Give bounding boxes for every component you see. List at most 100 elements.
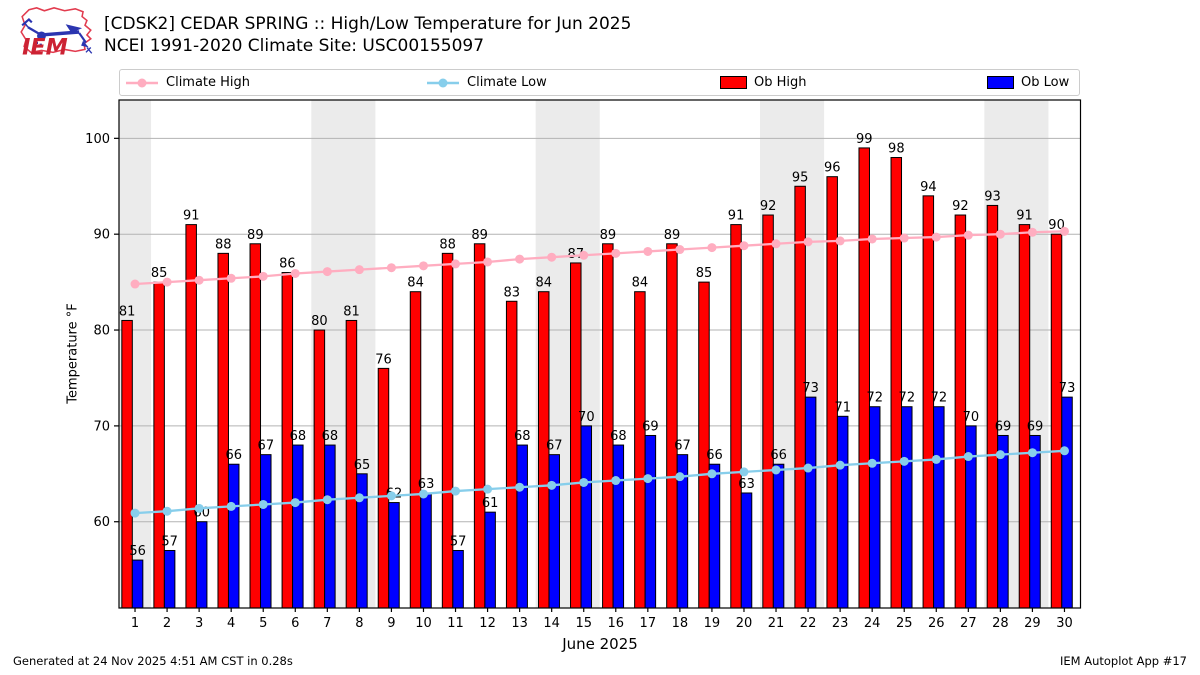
bar-ob-high-day-20	[730, 224, 742, 609]
ob-low-label-day-21: 66	[770, 448, 787, 463]
climate-high-marker-day-12	[483, 257, 493, 267]
bar-ob-high-day-13	[505, 300, 518, 609]
y-tick-label-60: 60	[93, 515, 110, 530]
climate-low-marker-day-4	[226, 501, 236, 511]
bar-ob-low-day-3	[195, 521, 208, 609]
bars	[121, 147, 1073, 609]
ob-high-swatch-icon	[720, 76, 747, 89]
bar-ob-low-day-1	[131, 559, 144, 609]
climate-low-marker-day-7	[322, 495, 332, 505]
app-credit: IEM Autoplot App #17	[1059, 654, 1187, 668]
ob-high-label-day-1: 81	[119, 304, 136, 319]
bar-ob-high-day-29	[1018, 224, 1031, 609]
ob-low-swatch-icon	[987, 76, 1014, 89]
legend-item-climate-low: Climate Low	[426, 70, 547, 95]
climate-high-marker-day-9	[386, 263, 396, 273]
chart-title-block: [CDSK2] CEDAR SPRING :: High/Low Tempera…	[104, 14, 631, 57]
bar-ob-low-day-4	[227, 463, 240, 609]
climate-low-marker-day-9	[386, 491, 396, 501]
y-tick-label-80: 80	[93, 324, 110, 339]
ob-low-label-day-27: 70	[963, 410, 980, 425]
x-tick-label-24: 24	[864, 616, 881, 631]
climate-low-line-marker-icon	[427, 78, 459, 87]
bar-ob-high-day-16	[602, 243, 614, 609]
weather-vane-icon	[21, 18, 93, 54]
ob-high-label-day-22: 95	[792, 170, 809, 185]
ob-high-label-day-25: 98	[888, 142, 905, 157]
ob-low-label-day-6: 68	[290, 429, 307, 444]
bar-ob-low-day-5	[260, 454, 272, 609]
bar-ob-low-day-20	[740, 492, 753, 609]
ob-low-label-day-2: 57	[161, 534, 178, 549]
x-tick-label-19: 19	[704, 616, 721, 631]
ob-low-label-day-11: 57	[450, 534, 467, 549]
ob-low-label-day-19: 66	[706, 448, 723, 463]
ob-low-label-day-8: 65	[354, 458, 371, 473]
x-tick-label-29: 29	[1024, 616, 1041, 631]
y-tick-label-100: 100	[85, 132, 110, 147]
bar-ob-high-day-10	[409, 291, 422, 609]
x-tick-label-25: 25	[896, 616, 913, 631]
climate-low-marker-day-28	[995, 450, 1005, 460]
bar-ob-high-day-17	[634, 291, 646, 609]
bar-ob-low-day-19	[708, 463, 721, 609]
bar-ob-high-day-3	[185, 224, 197, 609]
ob-high-label-day-9: 76	[375, 352, 392, 367]
climate-high-marker-day-29	[1027, 227, 1037, 237]
bar-ob-low-day-24	[868, 406, 881, 609]
bar-ob-high-day-2	[153, 281, 165, 609]
x-tick-label-13: 13	[511, 616, 528, 631]
climate-low-marker-day-14	[547, 480, 557, 490]
iem-logo: IEM	[20, 7, 93, 60]
ob-high-label-day-3: 91	[183, 209, 200, 224]
bar-ob-high-day-21	[762, 214, 774, 609]
climate-high-marker-day-10	[418, 261, 428, 271]
bar-ob-high-day-5	[249, 243, 262, 609]
bar-ob-high-day-22	[794, 185, 806, 609]
chart-title: [CDSK2] CEDAR SPRING :: High/Low Tempera…	[104, 14, 632, 34]
climate-low-marker-day-27	[963, 452, 973, 462]
climate-low-marker-day-3	[194, 503, 204, 513]
bar-ob-high-day-24	[858, 147, 870, 609]
bar-ob-low-day-30	[1061, 396, 1073, 609]
climate-high-marker-day-8	[354, 265, 364, 275]
x-axis-ticks: 1 2 3 4 5 6 7 8 9 10 11 12 13 14 15 16 17 18 19 20 21 22 23 24 2…	[131, 608, 1073, 631]
bar-ob-low-day-29	[1029, 434, 1041, 609]
ob-low-label-day-5: 67	[258, 439, 275, 454]
climate-low-marker-day-11	[451, 486, 461, 496]
climate-low-marker-day-23	[835, 460, 845, 470]
bar-ob-low-day-22	[804, 396, 817, 609]
climate-high-marker-day-20	[739, 241, 749, 251]
ob-low-label-day-1: 56	[129, 544, 146, 559]
bar-ob-low-day-12	[484, 511, 496, 609]
climate-high-marker-day-19	[707, 243, 717, 253]
x-tick-label-26: 26	[928, 616, 945, 631]
gridlines	[119, 137, 1081, 523]
y-tick-label-90: 90	[93, 228, 110, 243]
climate-high-marker-day-26	[931, 232, 941, 242]
ob-high-label-day-2: 85	[151, 266, 168, 281]
climate-low-marker-day-21	[771, 465, 781, 475]
chart-subtitle: NCEI 1991-2020 Climate Site: USC00155097	[104, 35, 485, 56]
legend-label: Ob Low	[1021, 75, 1070, 90]
climate-high-marker-day-2	[162, 277, 172, 287]
ob-high-label-day-10: 84	[407, 276, 424, 291]
bar-ob-high-day-25	[890, 157, 903, 609]
y-tick-label-70: 70	[93, 419, 110, 434]
bar-ob-low-day-9	[388, 502, 400, 609]
climate-high-marker-day-30	[1059, 226, 1069, 236]
climate-low-marker-day-24	[867, 458, 877, 468]
x-tick-label-14: 14	[543, 616, 560, 631]
ob-high-label-day-20: 91	[728, 209, 745, 224]
x-tick-label-20: 20	[736, 616, 753, 631]
ob-high-label-day-8: 81	[343, 304, 360, 319]
climate-high-marker-day-22	[803, 237, 813, 247]
ob-high-label-day-6: 86	[279, 257, 296, 272]
x-tick-label-2: 2	[163, 616, 171, 631]
climate-high-marker-day-16	[611, 248, 621, 258]
legend-item-climate-high: Climate High	[125, 70, 250, 95]
climate-high-marker-day-6	[290, 268, 300, 278]
x-tick-label-28: 28	[992, 616, 1009, 631]
bar-ob-low-day-14	[548, 454, 560, 609]
